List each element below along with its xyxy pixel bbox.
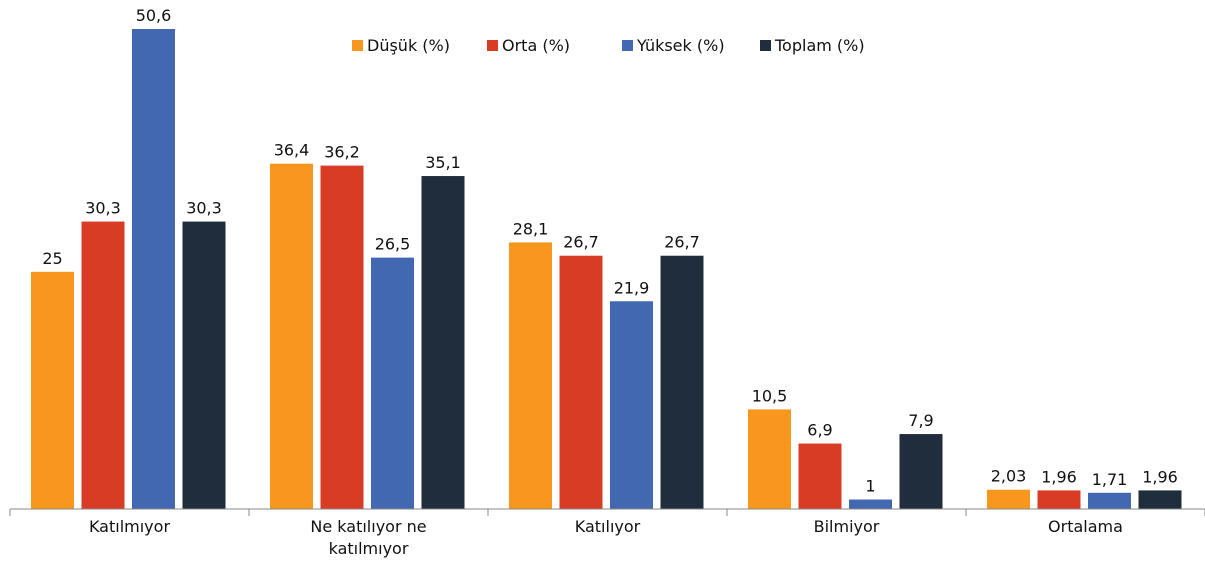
data-label: 26,7 bbox=[563, 233, 599, 252]
x-tick-label: Katılmıyor bbox=[88, 517, 171, 536]
bar bbox=[31, 271, 74, 509]
bar bbox=[660, 255, 704, 509]
bar bbox=[798, 443, 842, 509]
data-label: 30,3 bbox=[85, 199, 121, 218]
x-tick-label: Ne katılıyor ne katılmıyor bbox=[310, 517, 427, 558]
legend-label: Düşük (%) bbox=[367, 36, 450, 55]
legend-label: Yüksek (%) bbox=[636, 36, 725, 55]
legend-swatch bbox=[622, 40, 633, 51]
data-label: 25 bbox=[42, 249, 62, 268]
data-label: 21,9 bbox=[614, 278, 650, 297]
data-label: 10,5 bbox=[752, 386, 788, 405]
bar bbox=[1088, 492, 1131, 509]
legend-label: Toplam (%) bbox=[774, 36, 865, 55]
data-label: 36,2 bbox=[324, 143, 360, 162]
x-tick-label: Bilmiyor bbox=[813, 517, 880, 536]
data-label: 2,03 bbox=[991, 467, 1027, 486]
legend-swatch bbox=[352, 40, 363, 51]
data-label: 26,7 bbox=[664, 233, 700, 252]
data-label: 1 bbox=[865, 477, 875, 496]
data-label: 1,96 bbox=[1041, 467, 1077, 486]
data-label: 26,5 bbox=[375, 235, 411, 254]
x-tick-label: Katılıyor bbox=[574, 517, 641, 536]
bar bbox=[509, 242, 552, 510]
data-label: 1,96 bbox=[1142, 467, 1178, 486]
legend-swatch bbox=[760, 40, 771, 51]
bar bbox=[610, 301, 653, 509]
bar bbox=[320, 165, 364, 510]
bar bbox=[421, 176, 465, 509]
data-label: 30,3 bbox=[186, 199, 222, 218]
data-label: 35,1 bbox=[425, 153, 461, 172]
bar bbox=[849, 499, 892, 509]
bar bbox=[182, 221, 226, 510]
bar bbox=[371, 257, 414, 509]
data-label: 6,9 bbox=[807, 421, 832, 440]
data-label: 1,71 bbox=[1092, 470, 1128, 489]
legend-label: Orta (%) bbox=[502, 36, 570, 55]
legend-swatch bbox=[487, 40, 498, 51]
bar bbox=[81, 221, 125, 510]
bar bbox=[559, 255, 603, 509]
x-tick-label: Ortalama bbox=[1048, 517, 1123, 536]
data-label: 28,1 bbox=[513, 219, 549, 238]
bar bbox=[270, 163, 313, 509]
bar bbox=[899, 434, 943, 509]
bar bbox=[748, 409, 791, 509]
bar bbox=[132, 29, 175, 509]
data-label: 50,6 bbox=[136, 6, 172, 25]
data-label: 36,4 bbox=[274, 141, 310, 160]
bar bbox=[987, 489, 1030, 509]
bar bbox=[1037, 490, 1081, 509]
bar bbox=[1138, 490, 1182, 509]
data-label: 7,9 bbox=[908, 411, 933, 430]
